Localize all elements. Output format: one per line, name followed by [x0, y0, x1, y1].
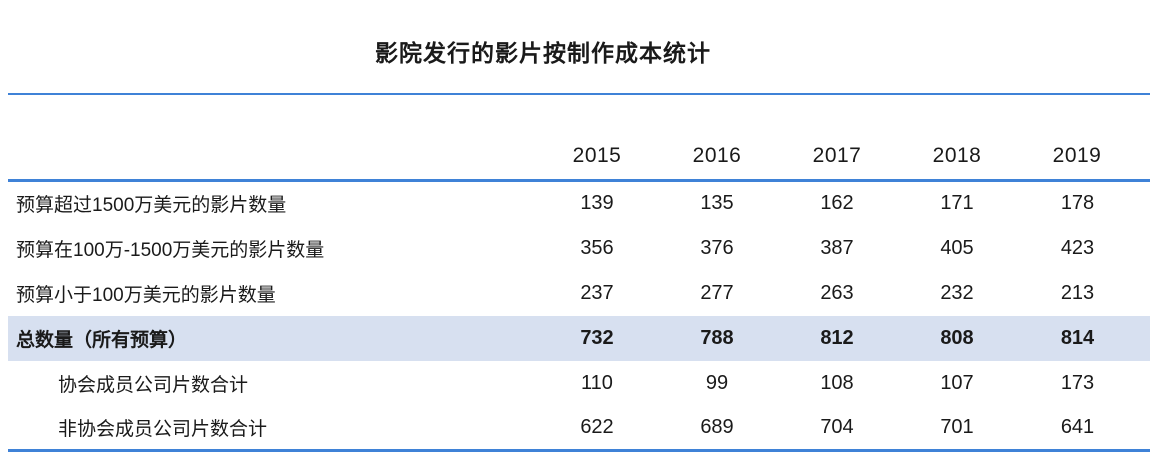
value-cell: 356: [580, 236, 614, 259]
total-row: 总数量（所有预算） 732 788 812 808 814: [8, 315, 1150, 361]
value-cell: 139: [580, 192, 614, 215]
value-cell: 704: [777, 405, 897, 452]
value-cell: 263: [820, 281, 854, 304]
table-row: 预算在100万-1500万美元的影片数量 356 376 387 405 423: [8, 226, 1150, 271]
row-label: 预算超过1500万美元的影片数量: [16, 195, 287, 217]
year-column-header: 2019: [1017, 95, 1150, 182]
table-header: 2015 2016 2017 2018 2019: [8, 95, 1150, 182]
table-row: 预算小于100万美元的影片数量 237 277 263 232 213: [8, 271, 1150, 316]
value-cell: 108: [820, 371, 854, 394]
value-cell: 99: [705, 371, 729, 394]
value-cell: 812: [820, 326, 854, 349]
year-column-header: 2018: [897, 95, 1017, 182]
value-cell: 110: [581, 371, 613, 394]
value-cell: 162: [820, 192, 854, 215]
year-column-header: 2016: [657, 95, 777, 182]
value-cell: 232: [940, 281, 974, 304]
value-cell: 135: [700, 192, 734, 215]
value-cell: 701: [897, 405, 1017, 452]
value-cell: 622: [537, 405, 657, 452]
table-body: 预算超过1500万美元的影片数量 139 135 162 171 178 预算在…: [8, 181, 1150, 452]
value-cell: 641: [1017, 405, 1150, 452]
value-cell: 178: [1060, 192, 1095, 215]
row-label: 协会成员公司片数合计: [58, 374, 249, 396]
value-cell: 405: [940, 236, 974, 259]
page: 影院发行的影片按制作成本统计 2015 2016 2017 2018 2019 …: [8, 0, 1150, 452]
value-cell: 376: [700, 236, 734, 259]
year-column-header: 2017: [777, 95, 897, 182]
row-label: 非协会成员公司片数合计: [8, 405, 537, 452]
row-label: 预算在100万-1500万美元的影片数量: [16, 239, 325, 261]
value-cell: 732: [580, 326, 614, 349]
title-section: 影院发行的影片按制作成本统计: [8, 0, 1150, 95]
film-cost-stats-table: 2015 2016 2017 2018 2019 预算超过1500万美元的影片数…: [8, 95, 1150, 452]
value-cell: 173: [1060, 371, 1095, 394]
value-cell: 788: [700, 326, 734, 349]
value-cell: 387: [820, 236, 854, 259]
value-cell: 689: [657, 405, 777, 452]
value-cell: 814: [1060, 326, 1095, 349]
table-row: 预算超过1500万美元的影片数量 139 135 162 171 178: [8, 181, 1150, 226]
value-cell: 107: [940, 371, 974, 394]
value-cell: 277: [700, 281, 734, 304]
corner-cell: [8, 95, 537, 182]
year-column-header: 2015: [537, 95, 657, 182]
table-row: 非协会成员公司片数合计 622 689 704 701 641: [8, 405, 1150, 452]
page-title: 影院发行的影片按制作成本统计: [375, 39, 711, 66]
value-cell: 213: [1060, 281, 1095, 304]
table-row: 协会成员公司片数合计 110 99 108 107 173: [8, 361, 1150, 406]
value-cell: 171: [940, 192, 974, 215]
header-row: 2015 2016 2017 2018 2019: [8, 95, 1150, 182]
value-cell: 423: [1060, 236, 1095, 259]
value-cell: 808: [940, 326, 974, 349]
row-label: 总数量（所有预算）: [16, 329, 188, 351]
row-label: 预算小于100万美元的影片数量: [16, 284, 276, 306]
value-cell: 237: [580, 281, 614, 304]
